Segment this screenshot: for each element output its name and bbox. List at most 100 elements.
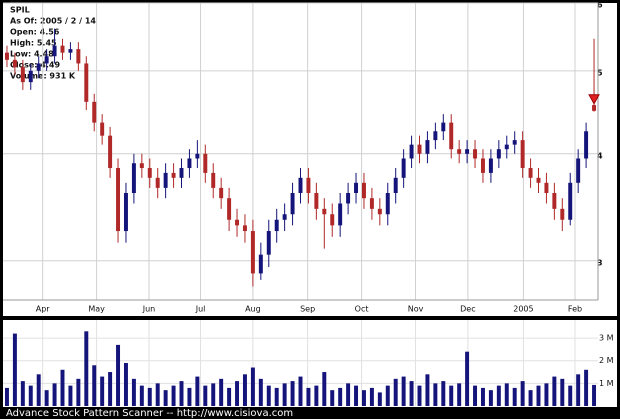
volume-bar bbox=[473, 385, 478, 406]
info-line: Low: 4.48 bbox=[10, 50, 54, 59]
y-tick-label: 6 bbox=[597, 1, 603, 10]
volume-bar bbox=[139, 385, 144, 406]
x-tick-label: Aug bbox=[245, 305, 261, 314]
candle-body bbox=[544, 182, 549, 193]
candle-body bbox=[369, 198, 374, 209]
volume-bar bbox=[512, 387, 517, 406]
symbol: SPIL bbox=[10, 6, 30, 15]
volume-bar bbox=[433, 383, 438, 406]
volume-bar bbox=[290, 381, 295, 406]
volume-bar bbox=[552, 376, 557, 406]
volume-bar bbox=[409, 381, 414, 406]
candle-body bbox=[187, 158, 192, 169]
volume-bar bbox=[179, 381, 184, 406]
candle-body bbox=[219, 187, 224, 199]
signal-marker bbox=[588, 94, 600, 105]
candle-body bbox=[552, 192, 557, 209]
volume-bar bbox=[536, 385, 541, 406]
candle-body bbox=[274, 219, 279, 232]
candle-body bbox=[116, 168, 121, 232]
volume-bar bbox=[12, 333, 17, 406]
candle-body bbox=[480, 158, 485, 173]
volume-bar bbox=[147, 387, 152, 406]
x-tick-label: Apr bbox=[36, 305, 51, 314]
candle-body bbox=[354, 182, 359, 193]
candle-body bbox=[250, 231, 255, 274]
info-line: Close: 4.49 bbox=[10, 61, 60, 70]
candle-body bbox=[266, 231, 271, 255]
candle-body bbox=[211, 172, 216, 188]
volume-bar bbox=[36, 374, 41, 406]
volume-bar bbox=[211, 383, 216, 406]
candle-body bbox=[227, 198, 232, 220]
candle-body bbox=[528, 168, 533, 178]
candle-body bbox=[4, 52, 9, 60]
candle-body bbox=[314, 192, 319, 209]
volume-bar bbox=[465, 351, 470, 406]
candle-body bbox=[203, 153, 208, 173]
volume-bar bbox=[504, 383, 509, 406]
candle-body bbox=[108, 135, 113, 169]
volume-bar bbox=[274, 387, 279, 406]
candle-body bbox=[282, 214, 287, 220]
candle-body bbox=[163, 172, 168, 188]
candle-body bbox=[385, 192, 390, 215]
volume-bar bbox=[131, 378, 136, 406]
volume-bar bbox=[385, 385, 390, 406]
candle-body bbox=[147, 168, 152, 178]
volume-bar bbox=[592, 384, 597, 406]
volume-bar bbox=[457, 383, 462, 406]
volume-tick-label: 1 M bbox=[599, 379, 614, 388]
candle-body bbox=[92, 101, 97, 123]
candle-body bbox=[576, 158, 581, 183]
x-tick-label: Sep bbox=[300, 305, 315, 314]
candle-body bbox=[298, 177, 303, 193]
candle-body bbox=[496, 149, 501, 159]
candle-body bbox=[123, 192, 128, 232]
candle-body bbox=[504, 144, 509, 150]
info-line: Open: 4.56 bbox=[10, 28, 60, 37]
x-tick-label: Nov bbox=[408, 305, 424, 314]
volume-bar bbox=[242, 374, 247, 406]
volume-bar bbox=[338, 387, 343, 406]
info-line: High: 5.45 bbox=[10, 39, 57, 48]
volume-bar bbox=[576, 374, 581, 406]
volume-bar bbox=[361, 390, 366, 406]
candle-body bbox=[536, 177, 541, 183]
volume-bar bbox=[171, 385, 176, 406]
volume-bar bbox=[346, 383, 351, 406]
volume-bar bbox=[282, 383, 287, 406]
candle-body bbox=[488, 158, 493, 173]
volume-bar bbox=[401, 376, 406, 406]
volume-bar bbox=[235, 381, 240, 406]
volume-bar bbox=[68, 385, 73, 406]
candle-body bbox=[560, 208, 565, 220]
candle-body bbox=[346, 192, 351, 204]
candle-body bbox=[330, 214, 335, 226]
volume-bar bbox=[520, 381, 525, 406]
candle-body bbox=[179, 168, 184, 178]
candle-body bbox=[377, 208, 382, 215]
volume-bar bbox=[528, 390, 533, 406]
volume-bar bbox=[377, 392, 382, 406]
volume-bar bbox=[258, 378, 263, 406]
candle-body bbox=[171, 172, 176, 178]
x-tick-label: Dec bbox=[460, 305, 475, 314]
candle-body bbox=[473, 149, 478, 159]
candle-body bbox=[131, 163, 136, 193]
footer: Advance Stock Pattern Scanner -- http://… bbox=[6, 408, 293, 419]
candle-body bbox=[242, 225, 247, 232]
candle-body bbox=[361, 182, 366, 199]
candle-body bbox=[401, 158, 406, 178]
candle-body bbox=[68, 49, 73, 53]
candle-body bbox=[393, 177, 398, 193]
volume-bar bbox=[84, 331, 89, 406]
volume-tick-label: 2 M bbox=[599, 356, 614, 365]
volume-bar bbox=[250, 367, 255, 406]
volume-bar bbox=[544, 383, 549, 406]
candle-body bbox=[44, 56, 49, 64]
x-tick-label: May bbox=[88, 305, 105, 314]
volume-bar bbox=[92, 365, 97, 406]
candle-body bbox=[235, 219, 240, 226]
